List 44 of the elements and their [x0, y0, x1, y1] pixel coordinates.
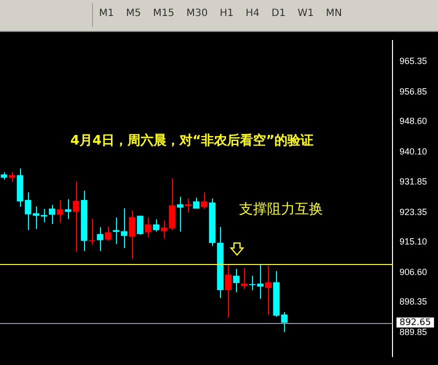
candlestick — [72, 181, 80, 253]
candlestick — [56, 199, 64, 224]
y-tick-label: 906.60 — [399, 267, 428, 278]
y-tick-label: 889.85 — [399, 327, 428, 338]
candlestick — [88, 218, 96, 246]
candlestick — [24, 192, 32, 231]
candlestick — [8, 172, 16, 182]
y-tick-label: 956.85 — [399, 86, 428, 96]
text: H4 — [244, 7, 260, 21]
text: M5 — [125, 7, 142, 21]
candlestick — [128, 210, 136, 260]
candlestick — [32, 206, 40, 230]
candlestick — [185, 198, 192, 214]
text: D1 — [270, 7, 287, 21]
text: W1 — [296, 7, 315, 21]
candlestick — [265, 265, 272, 316]
text: H1 — [218, 7, 235, 21]
y-tick-label: 948.60 — [399, 116, 428, 126]
text: M15 — [152, 7, 176, 21]
text: M30 — [185, 7, 209, 21]
candlestick — [96, 226, 104, 252]
text: MN — [324, 7, 343, 21]
candlestick — [177, 196, 184, 232]
candlestick — [64, 198, 72, 220]
y-tick-label: 898.35 — [399, 296, 428, 307]
candlestick — [201, 192, 208, 210]
candlestick — [225, 264, 232, 318]
ref-line-label: 892.65 — [399, 318, 431, 328]
y-tick-label: 923.35 — [399, 206, 428, 217]
y-tick-label: 931.85 — [399, 176, 428, 186]
candlestick — [233, 268, 240, 293]
y-tick-label: 965.35 — [399, 56, 428, 66]
text: M1 — [98, 7, 115, 21]
text: 4月4日，周六晨，对“非农后看空”的验证 — [70, 132, 314, 148]
candlestick — [144, 217, 152, 238]
candlestick — [48, 204, 56, 225]
annotation: 支撑阻力互换 — [239, 202, 323, 218]
candlestick — [241, 268, 248, 290]
candlestick — [40, 208, 48, 223]
candlestick — [104, 226, 112, 242]
y-tick-label: 915.10 — [399, 236, 428, 246]
y-tick-label: 940.10 — [399, 146, 428, 157]
candlestick — [152, 218, 160, 232]
candlestick — [136, 215, 144, 236]
